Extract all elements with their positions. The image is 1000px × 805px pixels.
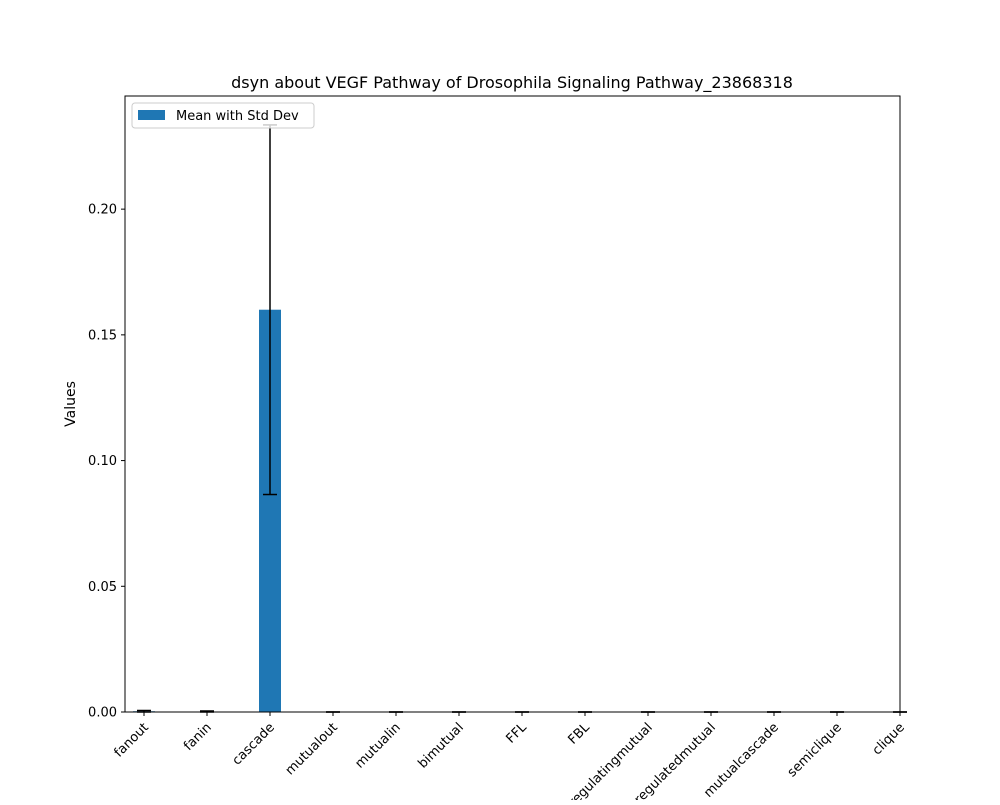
x-tick-label-clique: clique — [870, 720, 908, 758]
x-tick-label-FFL: FFL — [504, 720, 531, 747]
x-tick-label-fanout: fanout — [111, 720, 151, 760]
x-tick-label-fanin: fanin — [181, 720, 215, 754]
y-tick-label: 0.15 — [88, 328, 117, 343]
x-tick-label-cascade: cascade — [230, 720, 278, 768]
x-tick-label-bimutual: bimutual — [415, 720, 466, 771]
x-tick-label-FBL: FBL — [566, 720, 594, 748]
y-tick-label: 0.10 — [88, 454, 117, 469]
legend: Mean with Std Dev — [131, 102, 315, 129]
y-tick-label: 0.20 — [88, 203, 117, 218]
plot-frame — [124, 95, 901, 713]
x-tick-label-mutualout: mutualout — [283, 720, 341, 778]
bars-layer — [133, 309, 281, 712]
chart-title: dsyn about VEGF Pathway of Drosophila Si… — [231, 73, 793, 93]
error-bars-layer — [137, 124, 907, 713]
bar-cascade — [259, 309, 281, 712]
y-tick-label: 0.00 — [88, 706, 117, 721]
legend-swatch — [138, 110, 165, 120]
legend-frame — [131, 102, 315, 129]
x-axis: fanout fanin cascade mutualout mutualin bimut… — [111, 712, 908, 805]
legend-label: Mean with Std Dev — [176, 109, 299, 124]
y-tick-label: 0.05 — [88, 580, 117, 595]
x-tick-label-mutualin: mutualin — [352, 720, 403, 771]
y-axis-label: Values — [63, 381, 79, 427]
y-axis: 0.00 0.05 0.10 0.15 0.20 — [88, 203, 125, 721]
x-tick-label-semiclique: semiclique — [785, 720, 845, 780]
